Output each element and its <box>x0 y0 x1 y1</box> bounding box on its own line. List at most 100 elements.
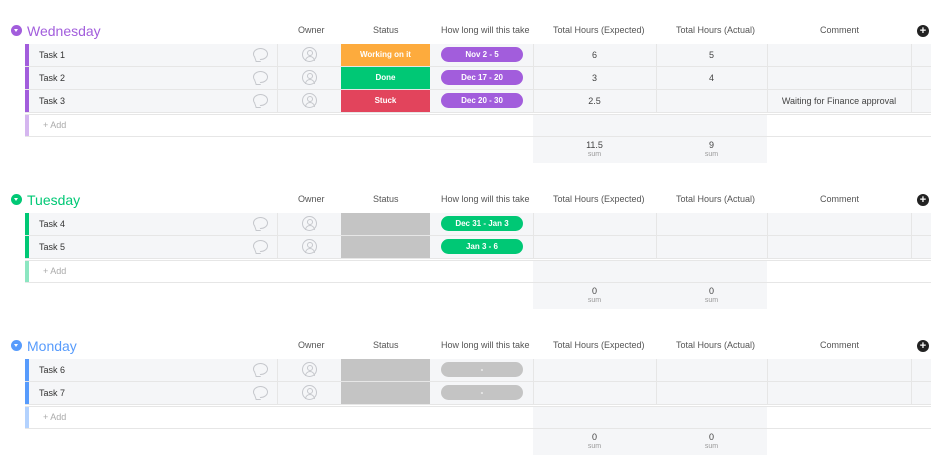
column-header-owner[interactable]: Owner <box>298 194 325 204</box>
chevron-down-icon[interactable] <box>11 340 22 351</box>
conversation-icon[interactable] <box>253 48 268 60</box>
task-name[interactable]: Task 1 <box>39 50 66 60</box>
table-row[interactable]: Task 3 Stuck Dec 20 - 30 2.5 Waiting for… <box>25 90 931 113</box>
task-name[interactable]: Task 3 <box>39 96 66 106</box>
timeline-pill[interactable]: - <box>441 385 523 400</box>
column-header-owner[interactable]: Owner <box>298 25 325 35</box>
add-item-row[interactable]: + Add <box>25 406 931 429</box>
conversation-icon[interactable] <box>253 240 268 252</box>
column-header-comment[interactable]: Comment <box>820 25 860 35</box>
group-header: Wednesday Owner Status How long will thi… <box>0 16 951 46</box>
column-header-timeline[interactable]: How long will this take <box>441 340 530 350</box>
table-row[interactable]: Task 2 Done Dec 17 - 20 3 4 <box>25 67 931 90</box>
column-header-expected[interactable]: Total Hours (Expected) <box>553 25 645 35</box>
status-cell[interactable] <box>341 359 430 381</box>
person-icon[interactable] <box>302 216 317 231</box>
column-header-timeline[interactable]: How long will this take <box>441 25 530 35</box>
add-item-label[interactable]: + Add <box>43 412 67 422</box>
task-name[interactable]: Task 5 <box>39 242 66 252</box>
person-icon[interactable] <box>302 239 317 254</box>
sum-expected-value: 0 <box>591 432 597 442</box>
add-item-row[interactable]: + Add <box>25 114 931 137</box>
task-name[interactable]: Task 4 <box>39 219 66 229</box>
column-header-comment[interactable]: Comment <box>820 340 860 350</box>
column-header-status[interactable]: Status <box>373 340 399 350</box>
group-color-bar <box>25 261 29 282</box>
add-column-icon[interactable]: + <box>917 340 929 352</box>
timeline-cell <box>430 67 534 89</box>
group-title[interactable]: Tuesday <box>27 192 81 208</box>
add-column-icon[interactable]: + <box>917 194 929 206</box>
column-header-expected[interactable]: Total Hours (Expected) <box>553 340 645 350</box>
group-monday: Monday Owner Status How long will this t… <box>0 331 951 471</box>
status-cell[interactable]: Done <box>341 67 430 89</box>
conversation-icon[interactable] <box>253 71 268 83</box>
table-row[interactable]: Task 6 - <box>25 359 931 382</box>
column-header-status[interactable]: Status <box>373 194 399 204</box>
person-icon[interactable] <box>302 362 317 377</box>
person-icon[interactable] <box>302 93 317 108</box>
add-row-fill <box>533 115 767 136</box>
expected-cell <box>533 44 657 66</box>
timeline-pill[interactable]: Dec 31 - Jan 3 <box>441 216 523 231</box>
actual-hours[interactable]: 4 <box>708 73 714 83</box>
status-cell[interactable] <box>341 236 430 258</box>
add-item-label[interactable]: + Add <box>43 266 67 276</box>
status-cell[interactable]: Working on it <box>341 44 430 66</box>
person-icon[interactable] <box>302 47 317 62</box>
group-tuesday: Tuesday Owner Status How long will this … <box>0 185 951 325</box>
table-row[interactable]: Task 1 Working on it Nov 2 - 5 6 5 <box>25 44 931 67</box>
timeline-pill[interactable]: - <box>441 362 523 377</box>
group-color-bar <box>25 67 29 89</box>
group-color-bar <box>25 236 29 258</box>
conversation-icon[interactable] <box>253 363 268 375</box>
conversation-icon[interactable] <box>253 217 268 229</box>
timeline-pill[interactable]: Dec 20 - 30 <box>441 93 523 108</box>
group-title[interactable]: Wednesday <box>27 23 101 39</box>
sum-label: sum <box>704 443 719 450</box>
task-name[interactable]: Task 2 <box>39 73 66 83</box>
chevron-down-icon[interactable] <box>11 25 22 36</box>
conversation-icon[interactable] <box>253 94 268 106</box>
add-item-row[interactable]: + Add <box>25 260 931 283</box>
expected-hours[interactable]: 3 <box>591 73 597 83</box>
table-row[interactable]: Task 4 Dec 31 - Jan 3 <box>25 213 931 236</box>
chevron-down-icon[interactable] <box>11 194 22 205</box>
actual-hours[interactable]: 5 <box>708 50 714 60</box>
expected-hours[interactable]: 2.5 <box>588 96 601 106</box>
column-header-owner[interactable]: Owner <box>298 340 325 350</box>
status-cell[interactable]: Stuck <box>341 90 430 112</box>
timeline-pill[interactable]: Dec 17 - 20 <box>441 70 523 85</box>
column-header-actual[interactable]: Total Hours (Actual) <box>676 340 756 350</box>
actual-cell <box>656 359 768 381</box>
comment-text[interactable]: Waiting for Finance approval <box>781 96 897 106</box>
actual-cell <box>656 382 768 404</box>
add-item-label[interactable]: + Add <box>43 120 67 130</box>
column-header-status[interactable]: Status <box>373 25 399 35</box>
column-header-comment[interactable]: Comment <box>820 194 860 204</box>
sum-expected: 0 sum <box>533 429 656 455</box>
person-icon[interactable] <box>302 385 317 400</box>
column-header-actual[interactable]: Total Hours (Actual) <box>676 194 756 204</box>
timeline-pill[interactable]: Nov 2 - 5 <box>441 47 523 62</box>
table-row[interactable]: Task 5 Jan 3 - 6 <box>25 236 931 259</box>
add-column-icon[interactable]: + <box>917 25 929 37</box>
column-header-actual[interactable]: Total Hours (Actual) <box>676 25 756 35</box>
column-header-timeline[interactable]: How long will this take <box>441 194 530 204</box>
name-cell <box>25 359 278 381</box>
task-name[interactable]: Task 6 <box>39 365 66 375</box>
column-header-expected[interactable]: Total Hours (Expected) <box>553 194 645 204</box>
expected-hours[interactable]: 6 <box>591 50 597 60</box>
conversation-icon[interactable] <box>253 386 268 398</box>
task-name[interactable]: Task 7 <box>39 388 66 398</box>
table-row[interactable]: Task 7 - <box>25 382 931 405</box>
timeline-cell <box>430 90 534 112</box>
sum-expected: 0 sum <box>533 283 656 309</box>
timeline-cell <box>430 382 534 404</box>
status-cell[interactable] <box>341 382 430 404</box>
timeline-pill[interactable]: Jan 3 - 6 <box>441 239 523 254</box>
status-cell[interactable] <box>341 213 430 235</box>
person-icon[interactable] <box>302 70 317 85</box>
group-title[interactable]: Monday <box>27 338 77 354</box>
